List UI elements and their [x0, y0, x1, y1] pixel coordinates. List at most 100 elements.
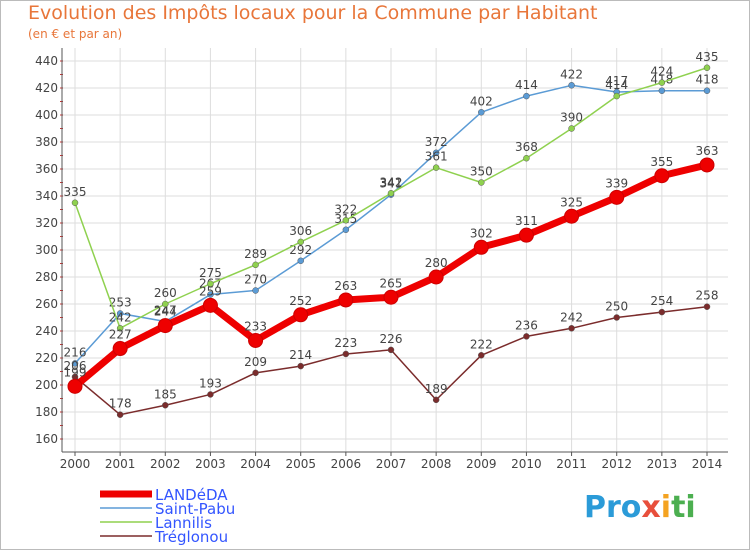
x-tick-label: 2005 [285, 457, 316, 471]
data-label: 302 [470, 226, 493, 240]
data-label: 265 [380, 276, 403, 290]
data-point [658, 79, 666, 86]
legend-label: Saint-Pabu [155, 500, 235, 518]
legend-label: LANDéDA [155, 486, 228, 504]
data-label: 185 [154, 387, 177, 401]
data-point [478, 109, 485, 116]
y-tick-label: 240 [35, 324, 58, 338]
x-tick-label: 2009 [466, 457, 497, 471]
chart-title: Evolution des Impôts locaux pour la Comm… [28, 2, 598, 24]
data-label: 193 [199, 376, 222, 390]
data-label: 280 [425, 256, 448, 270]
data-point [252, 369, 259, 377]
data-label: 368 [515, 140, 538, 154]
data-point [342, 350, 350, 358]
data-point [613, 92, 620, 100]
data-point [207, 280, 214, 287]
data-label: 178 [109, 397, 132, 411]
data-point [473, 239, 489, 255]
y-tick-label: 200 [35, 378, 58, 392]
data-label: 242 [560, 310, 583, 324]
x-tick-label: 2007 [376, 457, 407, 471]
y-tick-label: 180 [35, 405, 58, 419]
data-label: 418 [696, 73, 719, 87]
data-label: 363 [696, 144, 719, 158]
data-label: 270 [244, 273, 267, 287]
data-point [207, 391, 214, 398]
data-point [338, 292, 354, 308]
data-point [703, 303, 711, 310]
data-label: 414 [605, 78, 628, 92]
data-point [383, 289, 399, 305]
data-label: 236 [515, 318, 538, 332]
data-point [564, 208, 580, 224]
x-tick-label: 2012 [601, 457, 632, 471]
x-tick-label: 2006 [331, 457, 362, 471]
data-label: 350 [470, 165, 493, 179]
data-label: 214 [289, 348, 312, 362]
x-tick-label: 2011 [556, 457, 587, 471]
x-tick-label: 2000 [60, 457, 91, 471]
data-label: 199 [64, 365, 87, 379]
data-label: 189 [425, 382, 448, 396]
data-point [703, 87, 711, 94]
data-point [518, 227, 534, 243]
x-tick-label: 2002 [150, 457, 181, 471]
y-tick-label: 300 [35, 243, 58, 257]
data-label: 339 [605, 176, 628, 190]
y-tick-label: 380 [35, 135, 58, 149]
data-point [71, 360, 79, 367]
data-point [116, 310, 124, 317]
data-label: 422 [560, 67, 583, 81]
legend-label: Tréglonou [154, 528, 228, 546]
data-point [252, 261, 259, 269]
y-tick-label: 160 [35, 432, 58, 446]
data-point [654, 168, 670, 184]
data-label: 402 [470, 94, 493, 108]
data-point [523, 92, 530, 100]
data-label: 250 [605, 300, 628, 314]
data-label: 233 [244, 319, 267, 333]
data-label: 258 [696, 289, 719, 303]
x-tick-label: 2008 [421, 457, 452, 471]
data-label: 254 [650, 294, 673, 308]
data-label: 390 [560, 111, 583, 125]
data-point [699, 157, 715, 173]
y-tick-label: 340 [35, 189, 58, 203]
data-point [112, 341, 128, 357]
data-label: 209 [244, 355, 267, 369]
data-point [342, 226, 350, 233]
data-point [523, 333, 530, 340]
y-tick-label: 280 [35, 270, 58, 284]
proxiti-logo: Proxiti [584, 490, 696, 525]
data-point [297, 257, 304, 265]
data-label: 325 [560, 195, 583, 209]
data-label: 216 [64, 345, 87, 359]
data-point [703, 64, 711, 71]
data-point [116, 325, 124, 332]
data-point [432, 149, 440, 157]
data-label: 263 [334, 279, 357, 293]
x-tick-label: 2004 [240, 457, 271, 471]
y-tick-label: 420 [35, 81, 58, 95]
data-label: 322 [334, 202, 357, 216]
data-point [568, 82, 575, 89]
data-point [387, 190, 395, 197]
y-tick-label: 360 [35, 162, 58, 176]
data-label: 355 [650, 155, 673, 169]
data-point [162, 300, 169, 308]
data-point [71, 199, 79, 206]
data-label: 372 [425, 135, 448, 149]
data-label: 292 [289, 243, 312, 257]
data-point [297, 238, 304, 246]
data-label: 335 [64, 185, 87, 199]
data-label: 341 [380, 177, 403, 191]
data-point [202, 297, 218, 313]
data-label: 223 [334, 336, 357, 350]
data-point [157, 318, 173, 334]
x-tick-label: 2010 [511, 457, 542, 471]
data-point [293, 307, 309, 323]
data-point [387, 346, 395, 354]
